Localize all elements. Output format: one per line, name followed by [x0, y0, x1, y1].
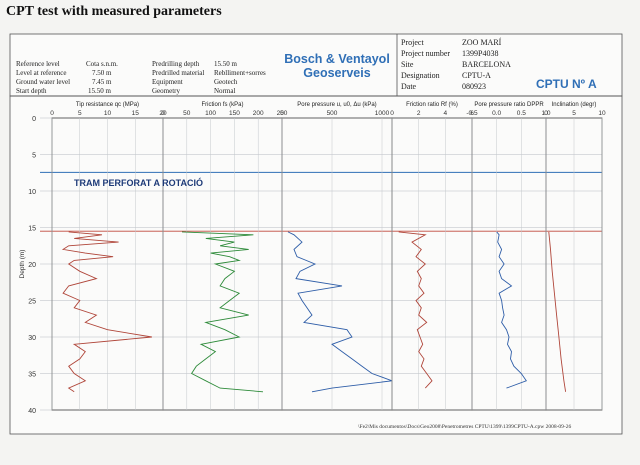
panel-dppr-tick-label-1: 0.0 — [492, 110, 501, 117]
site-label: Site — [401, 60, 414, 69]
panel-friction-tick-label-0: 0 — [161, 110, 165, 117]
date-label: Date — [401, 82, 417, 91]
depth-tick-label-8: 40 — [28, 408, 36, 415]
company-logo-text: Bosch & Ventayol Geoserveis — [268, 52, 406, 80]
panel-title-pore: Pore pressure u, u0, Δu (kPa) — [297, 102, 376, 108]
plot-frame — [9, 95, 623, 435]
designation-label: Designation — [401, 71, 440, 80]
series-line-dppr — [496, 231, 527, 389]
site-value: BARCELONA — [462, 60, 511, 69]
panel-friction-tick-label-5: 250 — [277, 110, 288, 117]
test-id: CPTU Nº A — [536, 77, 597, 91]
company-subname: Geoserveis — [303, 66, 371, 80]
panel-tip-tick-label-1: 5 — [78, 110, 82, 117]
param-level-label: Level at reference — [16, 69, 67, 77]
param-reference-level-label: Reference level — [16, 60, 60, 68]
project-number-value: 1399P4038 — [462, 49, 499, 58]
series-line-friction — [181, 231, 264, 393]
panel-friction-tick-label-4: 200 — [253, 110, 264, 117]
panel-dppr-tick-label-3: 1.0 — [541, 110, 550, 117]
panel-incl-tick-label-0: 0 — [544, 110, 548, 117]
panel-tip-tick-label-0: 0 — [50, 110, 54, 117]
depth-tick-label-2: 10 — [28, 189, 36, 196]
designation-value: CPTU-A — [462, 71, 491, 80]
depth-tick-label-6: 30 — [28, 335, 36, 342]
depth-tick-label-3: 15 — [28, 226, 36, 233]
panel-tip-tick-label-4: 20 — [159, 110, 167, 117]
panel-pore-tick-label-0: 0 — [280, 110, 284, 117]
panel-title-ratio: Friction ratio Rf (%) — [406, 102, 458, 108]
depth-axis-label: Depth (m) — [19, 250, 26, 279]
panel-title-dppr: Pore pressure ratio DPPR — [474, 102, 544, 108]
predrill-annotation: TRAM PERFORAT A ROTACIÓ — [74, 178, 203, 188]
date-value: 080923 — [462, 82, 486, 91]
panel-title-tip: Tip resistance qc (MPa) — [76, 102, 139, 108]
param-start-depth-value: 15.50 m — [88, 87, 111, 95]
panel-title-incl: Inclination (degr) — [552, 102, 597, 108]
panel-friction-tick-label-3: 150 — [229, 110, 240, 117]
series-line-incl — [548, 231, 567, 392]
panel-ratio-tick-label-2: 4 — [444, 110, 448, 117]
panel-title-friction: Friction fs (kPa) — [201, 102, 243, 108]
panel-incl-tick-label-1: 5 — [572, 110, 576, 117]
param-predrill-material-label: Predrilled material — [152, 69, 205, 77]
series-line-pore — [287, 231, 393, 393]
panel-ratio-tick-label-3: 6 — [470, 110, 474, 117]
report-sheet — [10, 34, 622, 434]
param-level-value: 7.50 m — [92, 69, 112, 77]
panel-friction-tick-label-2: 100 — [205, 110, 216, 117]
panel-pore-tick-label-1: 500 — [327, 110, 338, 117]
panel-tip-tick-label-2: 10 — [104, 110, 112, 117]
param-predrill-material-value: Reblliment+sorres — [214, 69, 266, 77]
company-name: Bosch & Ventayol — [284, 52, 390, 66]
panel-ratio-tick-label-1: 2 — [417, 110, 421, 117]
param-equipment-label: Equipment — [152, 78, 183, 86]
panel-incl-tick-label-2: 10 — [598, 110, 606, 117]
param-geometry-value: Normal — [214, 87, 236, 95]
param-geometry-label: Geometry — [152, 87, 180, 95]
project-label: Project — [401, 38, 424, 47]
series-line-ratio — [398, 231, 433, 389]
param-predrill-depth-value: 15.50 m — [214, 60, 237, 68]
series-line-tip — [61, 231, 152, 393]
project-number-label: Project number — [401, 49, 451, 58]
param-start-depth-label: Start depth — [16, 87, 47, 95]
depth-tick-label-1: 5 — [32, 153, 36, 160]
param-gwl-value: 7.45 m — [92, 78, 112, 86]
depth-tick-label-0: 0 — [32, 116, 36, 123]
depth-tick-label-7: 35 — [28, 372, 36, 379]
file-path-footer: \Fe2\Mis documentos\Docs\Geo2008\Penetro… — [358, 424, 572, 430]
param-predrill-depth-label: Predrilling depth — [152, 60, 200, 68]
page-title: CPT test with measured parameters — [6, 4, 222, 19]
panel-dppr-tick-label-2: 0.5 — [517, 110, 526, 117]
panel-dppr-tick-label-0: -0.5 — [466, 110, 478, 117]
param-equipment-value: Geotech — [214, 78, 238, 86]
panel-pore-tick-label-2: 1000 — [375, 110, 390, 117]
panel-friction-tick-label-1: 50 — [183, 110, 191, 117]
project-value: ZOO MARÍ — [462, 38, 502, 47]
param-reference-level-value: Cota s.n.m. — [86, 60, 118, 68]
param-gwl-label: Ground water level — [16, 78, 71, 86]
depth-tick-label-5: 25 — [28, 299, 36, 306]
panel-tip-tick-label-3: 15 — [132, 110, 140, 117]
depth-tick-label-4: 20 — [28, 262, 36, 269]
panel-ratio-tick-label-0: 0 — [390, 110, 394, 117]
